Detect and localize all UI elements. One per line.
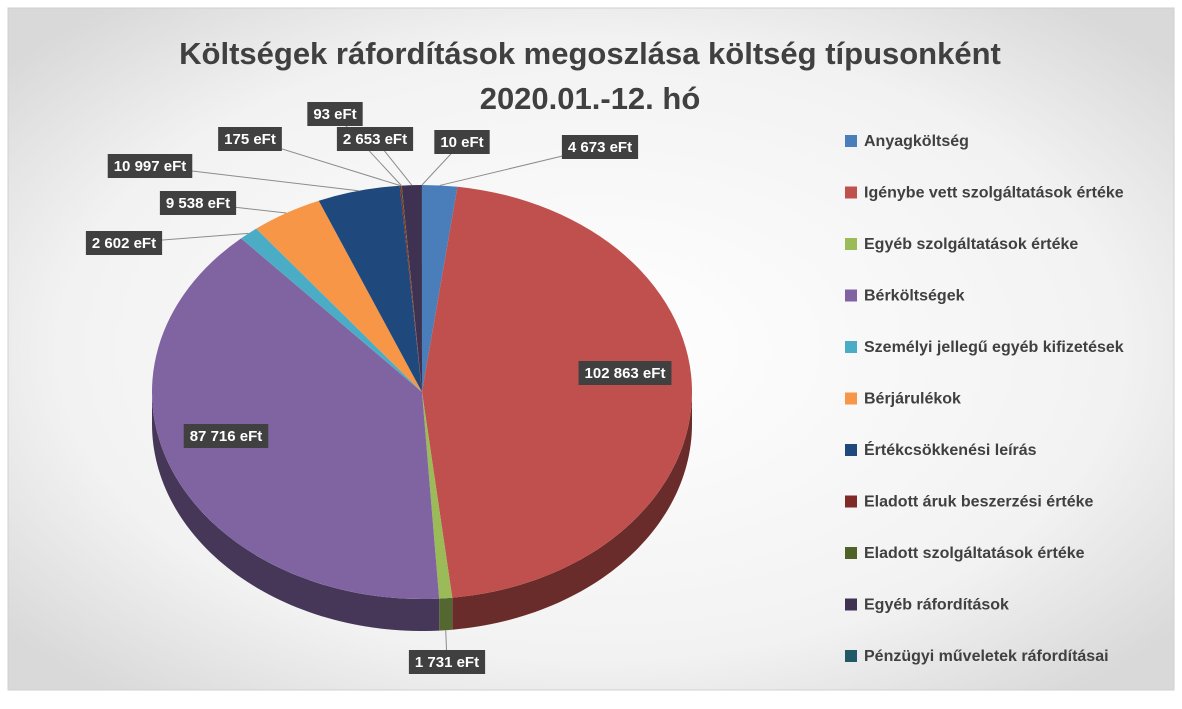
data-label: 4 673 eFt (562, 135, 638, 159)
data-label-text: 1 731 eFt (415, 654, 479, 671)
data-label: 10 997 eFt (108, 154, 193, 178)
legend-label: Eladott áruk beszerzési értéke (864, 494, 1094, 511)
data-label-text: 2 602 eFt (92, 235, 156, 252)
data-label: 93 eFt (307, 102, 362, 126)
data-label: 9 538 eFt (160, 191, 236, 215)
legend-swatch (845, 599, 857, 611)
data-label-text: 2 653 eFt (343, 131, 407, 148)
data-label: 1 731 eFt (409, 650, 485, 674)
data-label-text: 4 673 eFt (568, 139, 632, 156)
legend-swatch (845, 341, 857, 353)
legend-label: Egyéb ráfordítások (864, 597, 1009, 614)
legend-swatch (845, 393, 857, 405)
legend-swatch (845, 238, 857, 250)
data-label-text: 10 eFt (440, 134, 483, 151)
legend-label: Értékcsökkenési leírás (864, 440, 1037, 459)
data-label-text: 93 eFt (313, 106, 356, 123)
legend-label: Anyagköltség (864, 133, 969, 150)
legend-label: Személyi jellegű egyéb kifizetések (864, 339, 1124, 356)
legend-swatch (845, 187, 857, 199)
legend-label: Bérjárulékok (864, 391, 961, 408)
data-label: 2 602 eFt (86, 231, 162, 255)
legend-label: Igénybe vett szolgáltatások értéke (864, 185, 1124, 202)
legend-swatch (845, 290, 857, 302)
legend-swatch (845, 547, 857, 559)
data-label-text: 87 716 eFt (190, 428, 263, 445)
legend-swatch (845, 650, 857, 662)
data-label-text: 175 eFt (224, 131, 276, 148)
legend-label: Eladott szolgáltatások értéke (864, 545, 1085, 562)
legend-label: Pénzügyi műveletek ráfordításai (864, 648, 1109, 665)
data-label: 175 eFt (218, 127, 282, 151)
legend-label: Bérköltségek (864, 288, 965, 305)
slice-side (439, 598, 452, 631)
data-label-text: 102 863 eFt (585, 365, 666, 382)
data-label: 2 653 eFt (337, 127, 413, 151)
legend-swatch (845, 496, 857, 508)
legend-swatch (845, 444, 857, 456)
data-label-text: 9 538 eFt (166, 195, 230, 212)
data-label: 87 716 eFt (184, 424, 269, 448)
data-label-text: 10 997 eFt (114, 158, 187, 175)
data-label: 10 eFt (434, 130, 489, 154)
legend-swatch (845, 135, 857, 147)
legend-label: Egyéb szolgáltatások értéke (864, 236, 1078, 253)
data-label: 102 863 eFt (579, 361, 672, 385)
chart-title: Költségek ráfordítások megoszlása költsé… (179, 36, 1001, 71)
chart-subtitle: 2020.01.-12. hó (480, 81, 701, 116)
